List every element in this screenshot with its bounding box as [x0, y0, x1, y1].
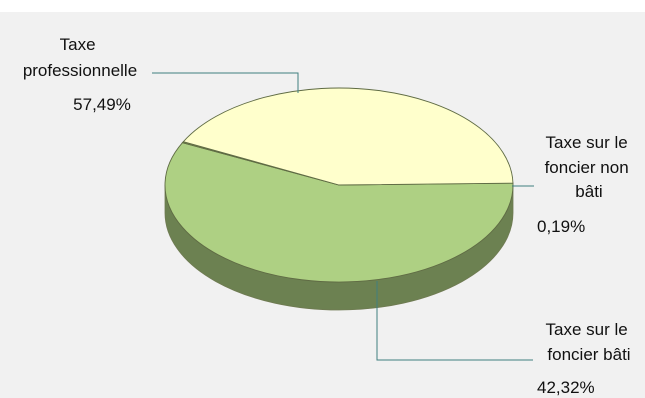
leader-lines	[152, 72, 534, 361]
slice-label-taxe-professionnelle: Taxe professionnelle	[23, 35, 137, 80]
slice-label-line: bâti	[575, 182, 602, 201]
slice-label-foncier-bati: Taxe sur le foncier bâti	[546, 320, 633, 364]
slice-label-line: foncier non	[545, 158, 629, 177]
slice-value-foncier-non-bati: 0,19%	[537, 217, 585, 236]
pie-tops	[164, 87, 514, 283]
slice-label-line: foncier bâti	[547, 345, 630, 364]
slice-label-foncier-non-bati: Taxe sur le foncier non bâti	[545, 133, 634, 201]
leader-line-taxe-sur-le-foncier-bati	[376, 281, 533, 361]
slice-label-line: Taxe sur le	[546, 133, 628, 152]
slice-label-line: professionnelle	[23, 61, 137, 80]
slice-label-line: Taxe	[60, 35, 96, 54]
slice-taxe-professionnelle	[164, 142, 514, 283]
slice-value-taxe-professionnelle: 57,49%	[73, 95, 131, 114]
slice-value-foncier-bati: 42,32%	[537, 378, 595, 397]
leader-line-taxe-professionnelle	[152, 72, 299, 93]
slice-label-line: Taxe sur le	[546, 320, 628, 339]
slice-taxe-sur-le-foncier-bati	[182, 87, 514, 186]
